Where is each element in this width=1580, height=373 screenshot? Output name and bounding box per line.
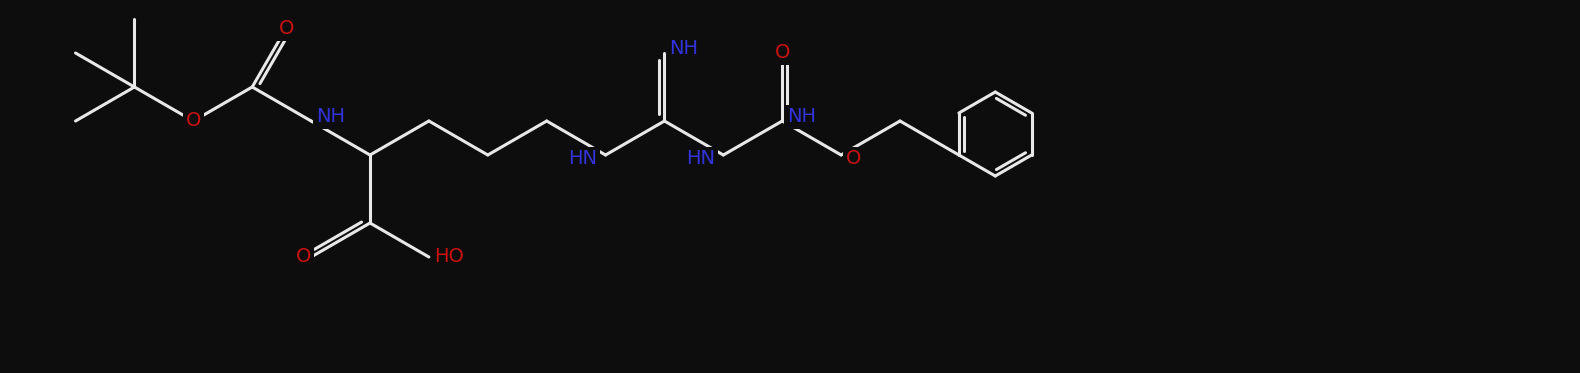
- Text: NH: NH: [670, 40, 698, 59]
- Text: O: O: [278, 19, 294, 38]
- Text: O: O: [847, 150, 861, 169]
- Text: HN: HN: [569, 150, 597, 169]
- Text: O: O: [185, 112, 201, 131]
- Text: O: O: [295, 248, 311, 266]
- Text: HO: HO: [435, 248, 465, 266]
- Text: NH: NH: [316, 107, 344, 126]
- Text: NH: NH: [787, 107, 817, 126]
- Text: O: O: [774, 44, 790, 63]
- Text: HN: HN: [686, 150, 716, 169]
